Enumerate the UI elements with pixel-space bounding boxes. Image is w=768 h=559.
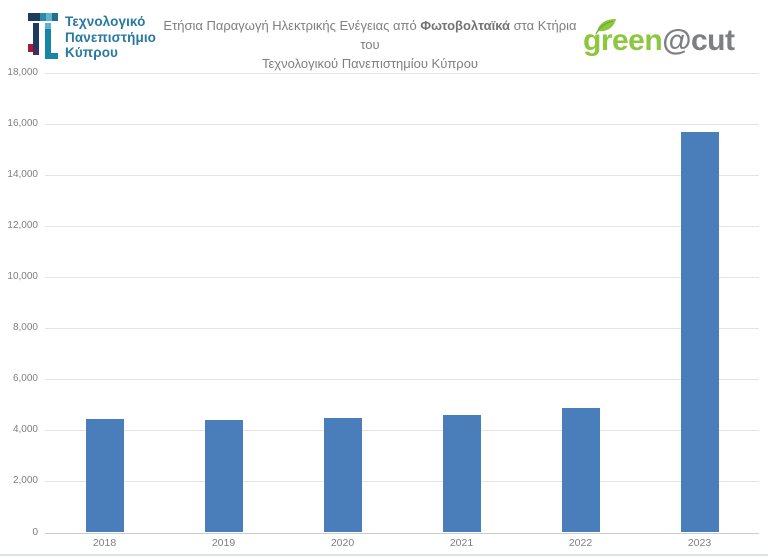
bar-2020[interactable] (323, 418, 362, 533)
bottom-divider (0, 554, 768, 556)
chart-title-line1-bold: Φωτοβολταϊκά (420, 18, 511, 33)
university-name-line3: Κύπρου (65, 45, 118, 60)
bar-2022[interactable] (561, 407, 600, 533)
bar-2021[interactable] (442, 415, 481, 533)
x-axis-tick-label: 2020 (330, 537, 355, 549)
gridline (45, 226, 759, 228)
y-axis-tick-label: 4,000 (12, 424, 38, 436)
chart-title-line1-pre: Ετήσια Παραγωγή Ηλεκτρικής Ενέγειας από (163, 18, 421, 33)
bar-2018[interactable] (85, 418, 124, 533)
gridline (45, 175, 759, 177)
y-axis-tick-label: 0 (32, 526, 38, 538)
gridline (45, 481, 759, 483)
x-axis-line (45, 532, 759, 534)
x-axis-tick-label: 2022 (568, 537, 593, 549)
y-axis-tick-label: 14,000 (7, 169, 38, 181)
chart-title-line1: Ετήσια Παραγωγή Ηλεκτρικής Ενέγειας από … (160, 16, 580, 54)
gridline (45, 328, 759, 330)
greencut-logo: green@cut (583, 19, 763, 64)
chart-title-line1-post: στα Κτήρια του (360, 18, 577, 52)
gridline (45, 379, 759, 381)
x-axis-tick-label: 2021 (449, 537, 474, 549)
university-name-line2: Πανεπιστήμιο (65, 29, 157, 45)
gridline (45, 430, 759, 432)
cut-university-logo: Τεχνολογικό Πανεπιστήμιο Κύπρου (28, 13, 156, 61)
gridline (45, 124, 759, 126)
y-axis-tick-label: 18,000 (7, 67, 38, 78)
bar-2019[interactable] (204, 420, 243, 533)
gridline (45, 277, 759, 279)
leaf-icon (595, 19, 616, 34)
greencut-green-text: green (583, 24, 663, 57)
chart-title: Ετήσια Παραγωγή Ηλεκτρικής Ενέγειας από … (160, 16, 580, 73)
x-axis-tick-label: 2018 (92, 537, 117, 549)
greencut-cut-text: @cut (662, 24, 735, 57)
bar-2023[interactable] (680, 131, 719, 533)
x-axis-tick-label: 2023 (687, 537, 712, 549)
y-axis-tick-label: 2,000 (12, 475, 38, 487)
university-name-line1: Τεχνολογικό (65, 14, 146, 29)
university-name: Τεχνολογικό Πανεπιστήμιο Κύπρου (65, 14, 156, 61)
x-axis-tick-label: 2019 (211, 537, 236, 549)
y-axis-tick-label: 6,000 (12, 373, 38, 385)
greencut-wordmark: green@cut (583, 24, 735, 58)
chart-title-line2: Τεχνολογικού Πανεπιστημίου Κύπρου (261, 56, 479, 71)
y-axis-tick-label: 8,000 (12, 322, 38, 334)
y-axis-tick-label: 16,000 (7, 118, 38, 130)
gridline (45, 73, 759, 74)
cut-logo-mark-icon (28, 13, 58, 59)
y-axis-tick-label: 12,000 (7, 220, 38, 232)
y-axis-tick-label: 10,000 (7, 271, 38, 283)
